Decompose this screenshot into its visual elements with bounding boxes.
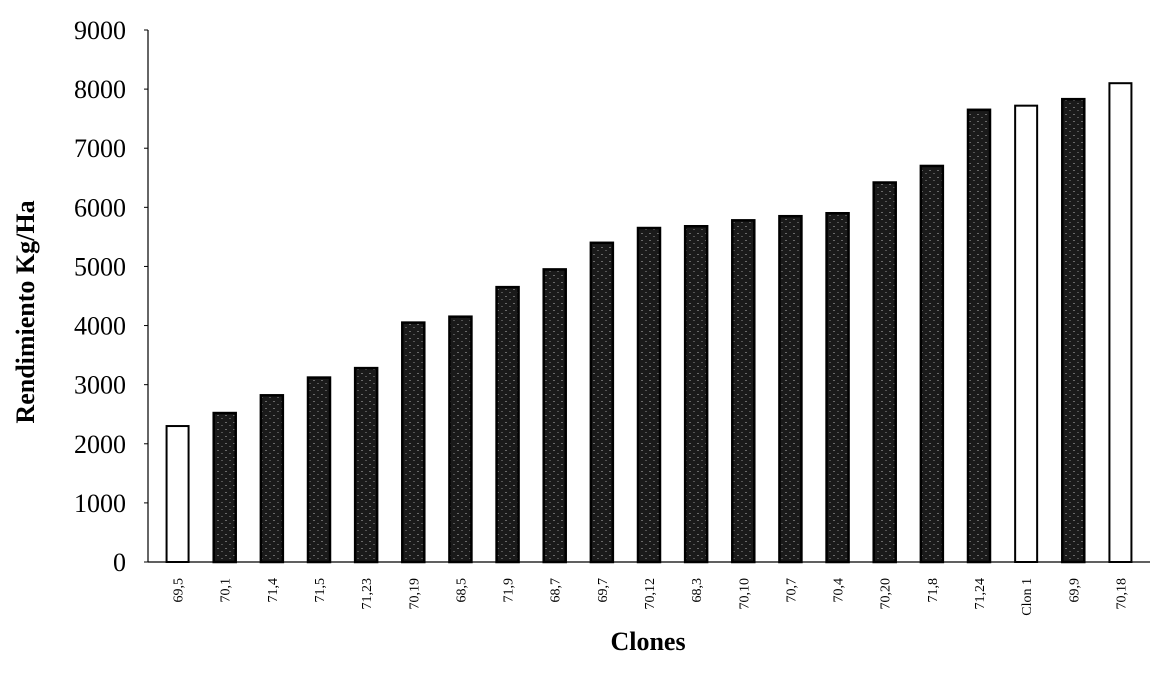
y-tick-label: 6000 <box>74 193 126 222</box>
y-tick-label: 9000 <box>74 16 126 45</box>
x-tick-label: 71,23 <box>360 578 375 610</box>
x-axis-title: Clones <box>610 627 685 656</box>
bar <box>495 285 520 564</box>
x-tick-label: 71,24 <box>973 578 988 610</box>
x-tick-label: 69,5 <box>172 578 187 603</box>
x-tick-label: Clon 1 <box>1020 578 1035 616</box>
x-tick-label: 70,12 <box>643 578 658 610</box>
bar <box>966 108 992 564</box>
x-tick-label: 69,9 <box>1067 578 1082 603</box>
x-tick-label: 70,7 <box>784 578 799 603</box>
bar <box>778 214 803 564</box>
bar <box>589 241 615 564</box>
y-tick-label: 1000 <box>74 489 126 518</box>
x-tick-label: 68,5 <box>454 578 469 603</box>
x-tick-label: 70,10 <box>737 578 752 610</box>
x-tick-label: 71,4 <box>266 578 281 603</box>
x-tick-label: 70,20 <box>879 578 894 610</box>
y-axis-title: Rendimiento Kg/Ha <box>11 200 40 423</box>
bars <box>165 82 1133 564</box>
x-tick-label: 71,8 <box>926 578 941 603</box>
bar <box>259 394 285 564</box>
x-tick-label: 70,4 <box>832 578 847 603</box>
bar <box>731 219 756 564</box>
y-tick-label: 8000 <box>74 75 126 104</box>
bar <box>636 226 662 564</box>
bar <box>165 425 190 563</box>
labels: 0 1000 2000 3000 4000 5000 6000 7000 8000 9000 69,… <box>74 16 1129 616</box>
bar <box>401 321 426 564</box>
bar <box>448 315 473 564</box>
x-tick-label: 70,1 <box>219 578 234 603</box>
y-tick-label: 0 <box>113 548 126 577</box>
y-tick-label: 5000 <box>74 252 126 281</box>
bar <box>306 376 332 564</box>
bar <box>1061 97 1086 564</box>
x-tick-label: 70,19 <box>407 578 422 610</box>
bar <box>542 268 567 564</box>
x-tick-label: 69,7 <box>596 578 611 603</box>
bar <box>825 211 850 564</box>
y-tick-label: 2000 <box>74 430 126 459</box>
x-tick-label: 71,5 <box>313 578 328 603</box>
bar <box>1108 82 1133 563</box>
x-tick-label: 71,9 <box>502 578 517 603</box>
bar <box>872 181 897 564</box>
bar <box>919 164 945 564</box>
bar <box>683 224 709 564</box>
y-tick-label: 7000 <box>74 134 126 163</box>
y-tick-label: 3000 <box>74 371 126 400</box>
x-tick-label: 70,18 <box>1114 578 1129 610</box>
bar <box>212 411 237 564</box>
x-tick-label: 68,3 <box>690 578 705 603</box>
y-tick-label: 4000 <box>74 312 126 341</box>
bar <box>353 366 379 564</box>
x-tick-label: 68,7 <box>549 578 564 603</box>
bar <box>1014 104 1039 563</box>
